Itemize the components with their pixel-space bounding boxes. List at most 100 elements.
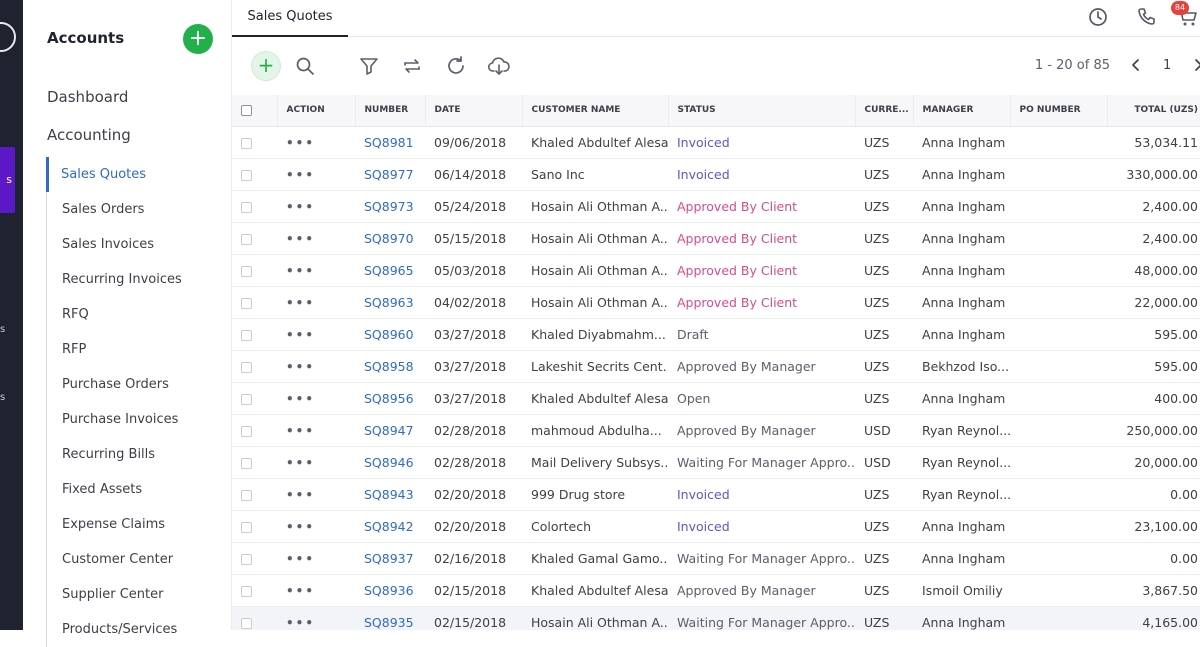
sidebar-item-sales-invoices[interactable]: Sales Invoices: [62, 237, 154, 252]
row-checkbox[interactable]: [232, 190, 277, 223]
table-row[interactable]: ••• SQ8942 02/20/2018 Colortech Invoiced UZS A…: [232, 510, 1200, 543]
row-actions-menu[interactable]: •••: [277, 478, 355, 511]
row-actions-menu[interactable]: •••: [277, 254, 355, 287]
row-checkbox[interactable]: [232, 606, 277, 630]
row-checkbox[interactable]: [232, 254, 277, 287]
sidebar-item-rfp[interactable]: RFP: [62, 342, 87, 357]
select-all-checkbox[interactable]: [232, 95, 278, 127]
row-actions-menu[interactable]: •••: [277, 510, 355, 543]
column-header-date[interactable]: Date: [425, 95, 523, 127]
row-actions-menu[interactable]: •••: [277, 190, 355, 223]
row-checkbox[interactable]: [232, 510, 277, 543]
more-icon[interactable]: •••: [286, 423, 316, 438]
table-row[interactable]: ••• SQ8935 02/15/2018 Hosain Ali Othman A..…: [232, 606, 1200, 630]
quote-number-link[interactable]: SQ8946: [355, 446, 425, 479]
table-row[interactable]: ••• SQ8981 09/06/2018 Khaled Abdultef Alesa…: [232, 126, 1200, 159]
row-checkbox[interactable]: [232, 318, 277, 351]
sidebar-item-supplier-center[interactable]: Supplier Center: [62, 587, 164, 602]
table-row[interactable]: ••• SQ8937 02/16/2018 Khaled Gamal Gamo... W…: [232, 542, 1200, 575]
quote-number-link[interactable]: SQ8936: [355, 574, 425, 607]
more-icon[interactable]: •••: [286, 615, 316, 630]
current-page[interactable]: 1: [1163, 58, 1172, 73]
quote-number-link[interactable]: SQ8970: [355, 222, 425, 255]
refresh-icon[interactable]: [444, 54, 468, 78]
more-icon[interactable]: •••: [286, 231, 316, 246]
column-header-po-number[interactable]: PO Number: [1010, 95, 1108, 127]
sidebar-item-sales-orders[interactable]: Sales Orders: [62, 202, 145, 217]
rail-item-label[interactable]: s: [0, 392, 6, 403]
row-checkbox[interactable]: [232, 478, 277, 511]
more-icon[interactable]: •••: [286, 583, 316, 598]
add-account-button[interactable]: +: [183, 24, 213, 54]
filter-icon[interactable]: [357, 54, 381, 78]
table-row[interactable]: ••• SQ8943 02/20/2018 999 Drug store Invoice…: [232, 478, 1200, 511]
row-actions-menu[interactable]: •••: [277, 414, 355, 447]
quote-number-link[interactable]: SQ8963: [355, 286, 425, 319]
row-actions-menu[interactable]: •••: [277, 574, 355, 607]
sidebar-item-rfq[interactable]: RFQ: [62, 307, 89, 322]
column-header-number[interactable]: Number: [355, 95, 426, 127]
more-icon[interactable]: •••: [286, 167, 316, 182]
row-checkbox[interactable]: [232, 158, 277, 191]
quote-number-link[interactable]: SQ8937: [355, 542, 425, 575]
quote-number-link[interactable]: SQ8958: [355, 350, 425, 383]
table-row[interactable]: ••• SQ8956 03/27/2018 Khaled Abdultef Alesa…: [232, 382, 1200, 415]
quote-number-link[interactable]: SQ8960: [355, 318, 425, 351]
row-actions-menu[interactable]: •••: [277, 126, 355, 159]
quote-number-link[interactable]: SQ8981: [355, 126, 425, 159]
row-actions-menu[interactable]: •••: [277, 158, 355, 191]
row-actions-menu[interactable]: •••: [277, 542, 355, 575]
more-icon[interactable]: •••: [286, 135, 316, 150]
row-actions-menu[interactable]: •••: [277, 222, 355, 255]
row-actions-menu[interactable]: •••: [277, 446, 355, 479]
column-header-status[interactable]: Status: [668, 95, 856, 127]
chevron-left-icon[interactable]: [1126, 55, 1146, 75]
column-header-action[interactable]: Action: [277, 95, 356, 127]
more-icon[interactable]: •••: [286, 487, 316, 502]
row-checkbox[interactable]: [232, 382, 277, 415]
row-actions-menu[interactable]: •••: [277, 286, 355, 319]
rail-item-label[interactable]: s: [0, 324, 6, 335]
sidebar-item-accounting[interactable]: Accounting: [47, 126, 131, 144]
quote-number-link[interactable]: SQ8977: [355, 158, 425, 191]
more-icon[interactable]: •••: [286, 391, 316, 406]
row-checkbox[interactable]: [232, 350, 277, 383]
column-header-currency[interactable]: Curre...: [855, 95, 914, 127]
sidebar-item-expense-claims[interactable]: Expense Claims: [62, 517, 166, 532]
table-row[interactable]: ••• SQ8958 03/27/2018 Lakeshit Secrits Cent…: [232, 350, 1200, 383]
row-actions-menu[interactable]: •••: [277, 318, 355, 351]
row-checkbox[interactable]: [232, 542, 277, 575]
quote-number-link[interactable]: SQ8942: [355, 510, 425, 543]
more-icon[interactable]: •••: [286, 359, 316, 374]
quote-number-link[interactable]: SQ8973: [355, 190, 425, 223]
app-logo[interactable]: [0, 22, 16, 52]
sidebar-item-dashboard[interactable]: Dashboard: [47, 88, 129, 106]
sidebar-item-purchase-invoices[interactable]: Purchase Invoices: [62, 412, 179, 427]
quote-number-link[interactable]: SQ8956: [355, 382, 425, 415]
clock-icon[interactable]: [1086, 5, 1110, 29]
table-row[interactable]: ••• SQ8936 02/15/2018 Khaled Abdultef Alesa…: [232, 574, 1200, 607]
quote-number-link[interactable]: SQ8947: [355, 414, 425, 447]
row-checkbox[interactable]: [232, 414, 277, 447]
add-quote-button[interactable]: +: [251, 51, 281, 81]
row-checkbox[interactable]: [232, 446, 277, 479]
table-row[interactable]: ••• SQ8965 05/03/2018 Hosain Ali Othman A..…: [232, 254, 1200, 287]
row-actions-menu[interactable]: •••: [277, 606, 355, 630]
phone-icon[interactable]: [1135, 5, 1159, 29]
sidebar-item-sales-quotes[interactable]: Sales Quotes: [46, 157, 232, 192]
sidebar-item-purchase-orders[interactable]: Purchase Orders: [62, 377, 169, 392]
table-row[interactable]: ••• SQ8973 05/24/2018 Hosain Ali Othman A..…: [232, 190, 1200, 223]
rail-item-active[interactable]: s: [0, 147, 15, 213]
more-icon[interactable]: •••: [286, 327, 316, 342]
sidebar-item-recurring-bills[interactable]: Recurring Bills: [62, 447, 156, 462]
search-icon[interactable]: [293, 54, 317, 78]
row-checkbox[interactable]: [232, 126, 277, 159]
more-icon[interactable]: •••: [286, 263, 316, 278]
sidebar-item-recurring-invoices[interactable]: Recurring Invoices: [62, 272, 182, 287]
more-icon[interactable]: •••: [286, 551, 316, 566]
cloud-download-icon[interactable]: [487, 54, 511, 78]
table-row[interactable]: ••• SQ8960 03/27/2018 Khaled Diyabmahm... Dr…: [232, 318, 1200, 351]
more-icon[interactable]: •••: [286, 455, 316, 470]
table-row[interactable]: ••• SQ8963 04/02/2018 Hosain Ali Othman A..…: [232, 286, 1200, 319]
row-checkbox[interactable]: [232, 222, 277, 255]
